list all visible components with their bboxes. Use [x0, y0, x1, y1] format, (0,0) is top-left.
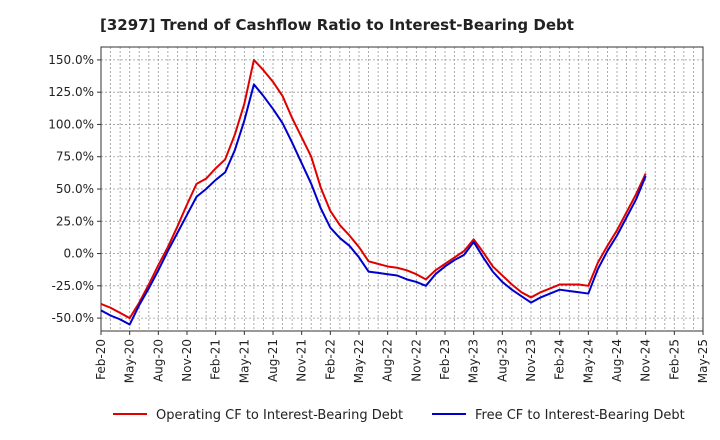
x-tick-label: Nov-22	[409, 339, 423, 382]
x-tick-label: Aug-22	[381, 339, 395, 382]
x-tick-label: Feb-20	[94, 339, 108, 380]
x-tick-label: Feb-21	[209, 339, 223, 380]
y-tick-label: 50.0%	[56, 182, 94, 196]
x-tick-label: May-21	[237, 339, 251, 383]
y-tick-label: 25.0%	[56, 214, 94, 228]
x-tick-label: Aug-20	[151, 339, 165, 382]
y-axis-ticks: -50.0% -25.0% 0.0% 25.0% 50.0% 75.0% 100.0% 125…	[48, 53, 101, 325]
y-tick-label: 100.0%	[48, 117, 94, 131]
legend-label: Operating CF to Interest-Bearing Debt	[156, 408, 403, 423]
legend: Operating CF to Interest-Bearing Debt Fre…	[113, 408, 685, 423]
y-tick-label: 150.0%	[48, 53, 94, 67]
y-tick-label: -25.0%	[52, 279, 94, 293]
x-tick-label: Nov-21	[295, 339, 309, 382]
x-tick-label: Nov-23	[524, 339, 538, 382]
legend-label: Free CF to Interest-Bearing Debt	[475, 408, 685, 423]
series-line-2	[100, 83, 647, 326]
x-tick-label: May-24	[581, 339, 595, 383]
x-axis-ticks: Feb-20 May-20 Aug-20 Nov-20 Feb-21 May-21 Aug-…	[94, 331, 710, 383]
y-tick-label: -50.0%	[52, 311, 94, 325]
x-tick-label: Feb-25	[667, 339, 681, 380]
chart-title: [3297] Trend of Cashflow Ratio to Intere…	[100, 16, 574, 34]
x-tick-label: Feb-24	[553, 339, 567, 380]
x-tick-label: Aug-23	[495, 339, 509, 382]
series-group	[100, 58, 647, 326]
x-tick-label: Feb-22	[323, 339, 337, 380]
y-tick-label: 0.0%	[64, 247, 95, 261]
x-tick-label: May-20	[123, 339, 137, 383]
grid	[101, 47, 703, 331]
x-tick-label: May-25	[696, 339, 710, 383]
x-tick-label: Nov-24	[639, 339, 653, 382]
x-tick-label: Aug-21	[266, 339, 280, 382]
y-tick-label: 75.0%	[56, 150, 94, 164]
x-tick-label: May-23	[467, 339, 481, 383]
x-tick-label: Nov-20	[180, 339, 194, 382]
x-tick-label: Aug-24	[610, 339, 624, 382]
x-tick-label: May-22	[352, 339, 366, 383]
x-tick-label: Feb-23	[438, 339, 452, 380]
y-tick-label: 125.0%	[48, 85, 94, 99]
series-line-1	[100, 58, 647, 320]
